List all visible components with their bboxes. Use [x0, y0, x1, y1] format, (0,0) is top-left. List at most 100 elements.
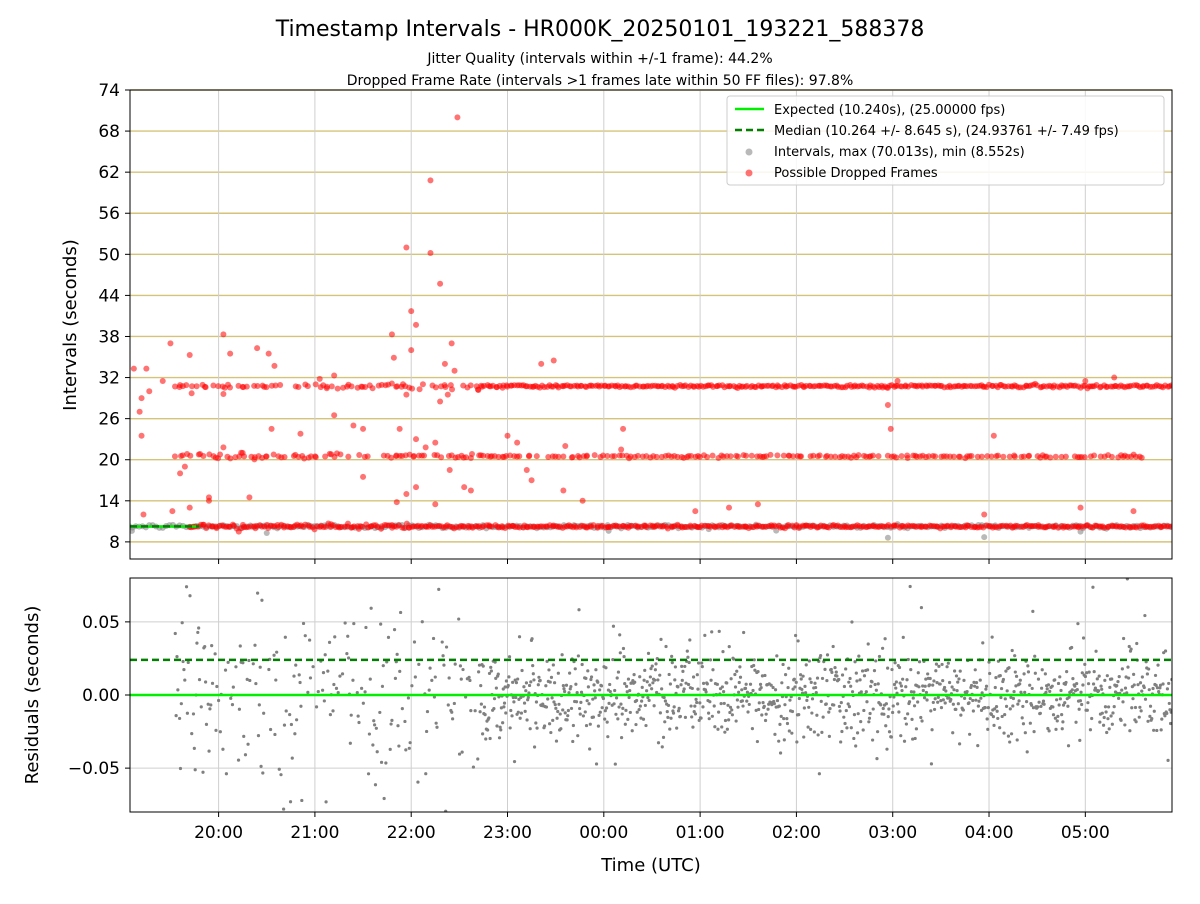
residual-point	[226, 660, 230, 664]
residual-point	[188, 594, 192, 598]
residual-point	[1060, 727, 1064, 731]
interval-point	[884, 534, 891, 541]
residual-point	[530, 637, 534, 641]
residual-point	[894, 680, 898, 684]
residual-point	[782, 716, 786, 721]
residual-point	[526, 695, 530, 700]
residual-point	[495, 724, 499, 728]
dropped-outlier-point	[754, 501, 761, 508]
dropped-outlier-point	[413, 436, 420, 443]
residual-point	[898, 681, 902, 685]
dropped-point	[189, 383, 196, 390]
legend-intervals-label: Intervals, max (70.013s), min (8.552s)	[774, 145, 1025, 160]
residual-point	[374, 726, 378, 730]
legend-median-label: Median (10.264 +/- 8.645 s), (24.93761 +…	[774, 124, 1119, 139]
dropped-point	[243, 383, 250, 390]
dropped-point	[449, 386, 456, 393]
residual-point	[545, 659, 549, 663]
residual-point	[614, 696, 619, 700]
residual-point	[763, 718, 768, 723]
residual-point	[717, 629, 721, 633]
residual-point	[877, 654, 882, 659]
dropped-point	[334, 385, 341, 392]
residual-point	[190, 732, 194, 736]
dropped-outlier-point	[138, 432, 145, 439]
residual-point	[1148, 714, 1152, 718]
residual-point	[561, 684, 565, 688]
residual-point	[643, 703, 647, 708]
residual-point	[619, 736, 624, 740]
residual-point	[243, 753, 248, 757]
residual-point	[1070, 688, 1074, 692]
residual-point	[719, 701, 723, 706]
residual-point	[995, 709, 999, 713]
residual-point	[987, 660, 991, 664]
dropped-outlier-point	[461, 484, 468, 491]
dropped-outlier-point	[1077, 504, 1084, 511]
residual-point	[191, 712, 196, 716]
residual-point	[1134, 720, 1138, 724]
residual-point	[693, 712, 698, 716]
residual-point	[481, 664, 485, 668]
residual-point	[442, 663, 446, 667]
residual-point	[840, 673, 845, 677]
dropped-point	[1108, 453, 1115, 460]
residual-point	[682, 687, 686, 691]
residual-point	[425, 729, 429, 734]
residual-point	[461, 667, 465, 672]
residual-point	[272, 653, 276, 657]
dropped-point	[270, 451, 277, 458]
residual-point	[1023, 731, 1027, 735]
residual-point	[986, 727, 990, 731]
residual-point	[889, 735, 893, 739]
dropped-outlier-point	[181, 463, 188, 470]
residual-point	[1115, 683, 1119, 688]
residual-point	[956, 702, 960, 706]
residual-point	[195, 641, 199, 645]
residual-point	[428, 666, 432, 670]
dropped-outlier-point	[432, 439, 439, 446]
residual-point	[721, 650, 725, 654]
residual-point	[1138, 681, 1143, 685]
residual-point	[535, 726, 539, 730]
residual-point	[1159, 728, 1163, 732]
residual-point	[754, 708, 758, 712]
residual-point	[675, 726, 679, 730]
residual-point	[643, 668, 647, 672]
residual-point	[1140, 675, 1144, 679]
residual-point	[538, 678, 542, 683]
residual-point	[955, 689, 959, 693]
residual-point	[547, 668, 551, 672]
residual-point	[347, 656, 351, 660]
dropped-point	[322, 453, 329, 460]
dropped-outlier-point	[618, 446, 625, 453]
residual-point	[504, 679, 509, 683]
residual-point	[1105, 730, 1109, 735]
residual-point	[498, 725, 502, 729]
residual-point	[701, 705, 705, 709]
residual-point	[827, 734, 832, 738]
residual-point	[1135, 641, 1139, 646]
residual-point	[1057, 703, 1061, 707]
residual-point	[560, 653, 564, 657]
dropped-outlier-point	[140, 511, 147, 518]
dropped-point	[467, 382, 474, 389]
residual-point	[727, 645, 731, 649]
residual-point	[603, 717, 607, 721]
residual-point	[1124, 675, 1128, 679]
residual-point	[744, 682, 748, 686]
residual-point	[688, 638, 692, 642]
residual-point	[1080, 702, 1084, 707]
residual-point	[1160, 717, 1164, 721]
residual-point	[761, 701, 765, 705]
dropped-outlier-point	[884, 384, 891, 391]
residual-point	[1107, 727, 1111, 731]
dropped-outlier-point	[167, 340, 174, 347]
residual-point	[611, 657, 615, 662]
residual-point	[941, 679, 945, 683]
residual-point	[1011, 704, 1015, 708]
residual-point	[853, 660, 857, 664]
residual-point	[792, 677, 796, 681]
residual-point	[1100, 711, 1104, 715]
residual-point	[638, 675, 642, 679]
